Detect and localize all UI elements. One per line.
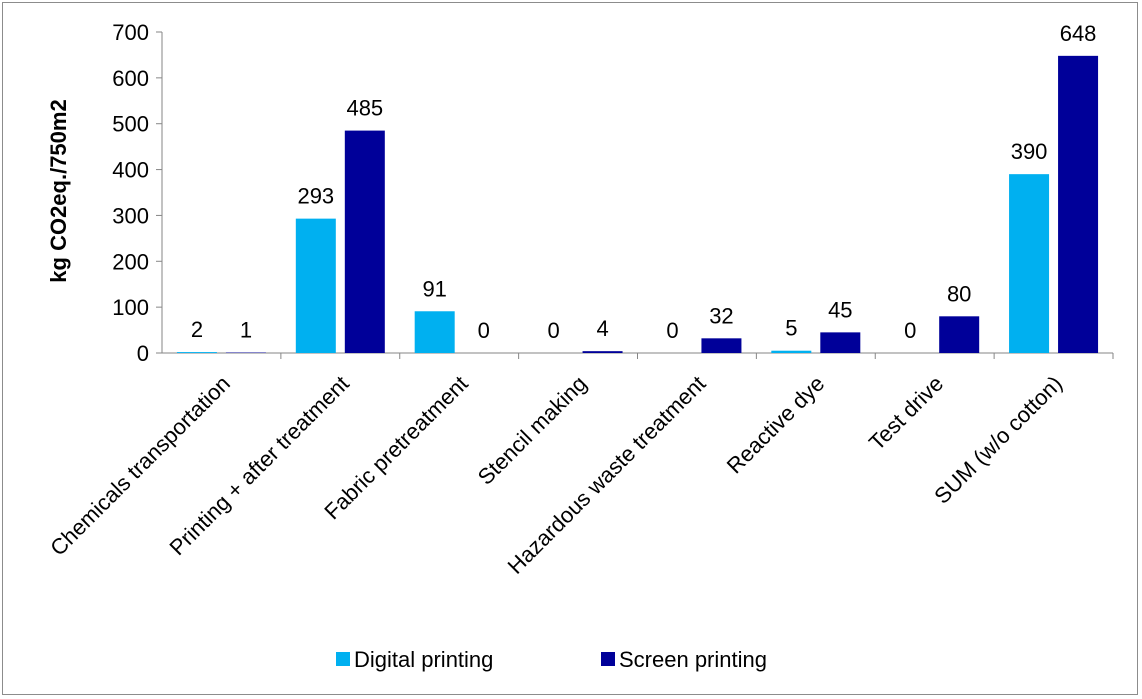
bar-screen-printing xyxy=(820,332,861,353)
bar-screen-printing xyxy=(582,351,623,353)
data-label: 2 xyxy=(191,317,203,342)
data-label: 45 xyxy=(828,297,852,322)
legend-label: Screen printing xyxy=(619,647,767,672)
bar-screen-printing xyxy=(939,316,980,353)
bar-digital-printing xyxy=(295,218,336,353)
data-label: 390 xyxy=(1011,139,1048,164)
data-label: 485 xyxy=(346,96,383,121)
bar-digital-printing xyxy=(771,350,812,353)
data-label: 1 xyxy=(240,318,252,343)
data-label: 0 xyxy=(478,318,490,343)
y-tick-label: 600 xyxy=(112,66,149,91)
bar-digital-printing xyxy=(1009,174,1050,353)
y-tick-label: 300 xyxy=(112,203,149,228)
legend: Digital printing Screen printing xyxy=(336,647,767,672)
data-label: 0 xyxy=(547,318,559,343)
data-label: 0 xyxy=(904,318,916,343)
bar-digital-printing xyxy=(414,311,455,353)
data-label: 648 xyxy=(1060,21,1097,46)
category-label: Test drive xyxy=(864,371,948,455)
category-label: Hazardous waste treatment xyxy=(503,371,711,579)
category-label: Reactive dye xyxy=(722,371,830,479)
data-label: 293 xyxy=(297,184,334,209)
category-label: SUM (w/o cotton) xyxy=(929,371,1067,509)
bars xyxy=(176,55,1099,354)
y-tick-label: 100 xyxy=(112,295,149,320)
y-axis-title: kg CO2eq./750m2 xyxy=(46,99,71,282)
data-label: 0 xyxy=(666,318,678,343)
category-label: Stencil making xyxy=(473,371,592,490)
data-label: 5 xyxy=(785,316,797,341)
y-tick-label: 700 xyxy=(112,20,149,45)
y-axis: 0 100 200 300 400 500 600 700 xyxy=(112,20,163,366)
bar-screen-printing xyxy=(1058,55,1099,354)
legend-label: Digital printing xyxy=(354,647,493,672)
legend-swatch xyxy=(601,652,615,666)
data-label: 32 xyxy=(709,303,733,328)
data-label: 4 xyxy=(596,316,608,341)
y-tick-label: 500 xyxy=(112,112,149,137)
bar-screen-printing xyxy=(344,130,385,353)
data-labels: 2 1 293 485 91 0 0 4 0 32 5 45 0 80 390 648 xyxy=(191,21,1097,343)
bar-digital-printing xyxy=(176,352,217,353)
y-tick-label: 400 xyxy=(112,158,149,183)
data-label: 91 xyxy=(422,276,446,301)
data-label: 80 xyxy=(947,281,971,306)
y-tick-label: 0 xyxy=(137,341,149,366)
bar-screen-printing xyxy=(701,338,742,353)
y-tick-label: 200 xyxy=(112,249,149,274)
legend-swatch xyxy=(336,652,350,666)
x-axis xyxy=(162,352,1114,359)
